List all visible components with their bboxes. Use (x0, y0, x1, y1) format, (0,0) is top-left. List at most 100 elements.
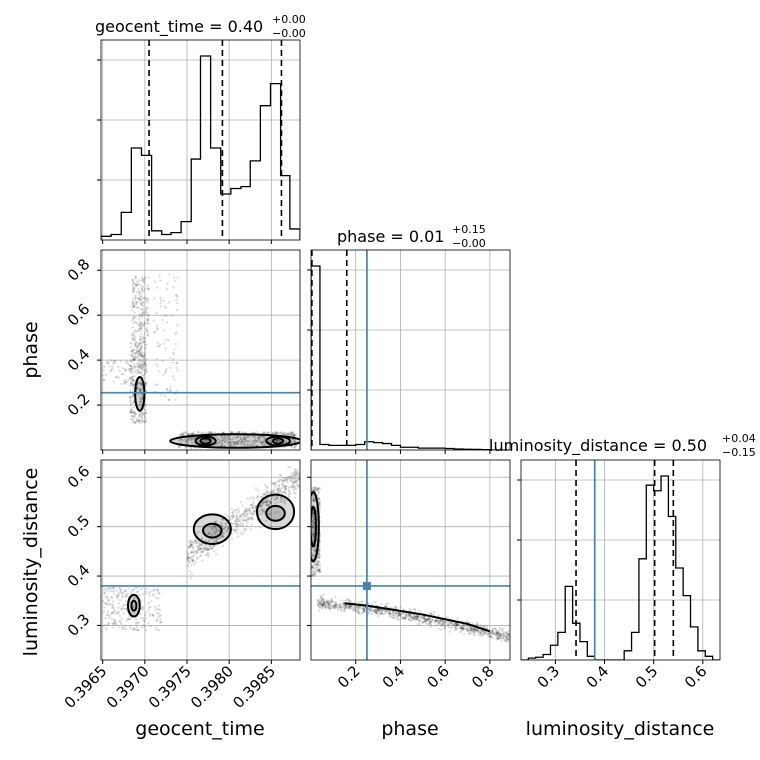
sample-point (251, 442, 254, 445)
sample-point (141, 606, 144, 609)
sample-point (129, 379, 133, 382)
sample-point (185, 431, 188, 434)
sample-point (290, 476, 293, 479)
sample-point (244, 529, 248, 532)
contour (134, 375, 146, 412)
sample-point (377, 608, 381, 611)
sample-point (188, 439, 191, 442)
sample-point (235, 531, 238, 534)
sample-point (385, 605, 388, 608)
sample-point (185, 439, 188, 442)
sample-point (279, 496, 283, 500)
sample-point (293, 491, 296, 495)
sample-point (131, 288, 135, 291)
sample-point (480, 633, 483, 637)
sample-point (215, 435, 218, 439)
sample-point (191, 443, 195, 446)
sample-point (448, 630, 452, 633)
contour (272, 437, 285, 445)
sample-point (239, 524, 242, 527)
sample-point (423, 617, 427, 621)
sample-point (241, 439, 244, 443)
sample-point (256, 436, 260, 439)
sample-point (401, 615, 404, 619)
sample-point (263, 440, 266, 444)
sample-point (155, 619, 159, 622)
sample-point (243, 518, 246, 522)
sample-point (211, 547, 215, 550)
sample-point (501, 636, 504, 639)
sample-point (291, 433, 295, 436)
sample-point (167, 300, 171, 304)
sample-point (103, 591, 106, 594)
sample-point (111, 368, 114, 371)
sample-point (330, 597, 333, 600)
sample-point (246, 439, 250, 443)
sample-point (312, 526, 315, 529)
sample-point (455, 624, 458, 628)
sample-point (105, 589, 109, 593)
sample-point (264, 492, 268, 495)
sample-point (228, 441, 231, 444)
sample-point (312, 567, 316, 571)
sample-point (246, 443, 250, 447)
sample-point (131, 300, 134, 303)
sample-point (318, 554, 321, 557)
sample-point (279, 500, 283, 504)
sample-point (169, 366, 172, 370)
sample-point (227, 527, 230, 530)
sample-point (466, 629, 470, 632)
sample-point (287, 489, 291, 492)
sample-point (144, 417, 147, 420)
sample-point (284, 485, 288, 488)
sample-point (402, 617, 406, 621)
sample-point (374, 610, 377, 613)
sample-point (280, 482, 284, 485)
sample-point (130, 368, 133, 371)
sample-point (233, 528, 236, 531)
sample-point (135, 388, 139, 391)
sample-point (155, 619, 158, 622)
sample-point (317, 569, 320, 572)
sample-point (312, 548, 315, 552)
sample-point (312, 529, 316, 532)
sample-point (362, 610, 366, 613)
sample-point (128, 370, 132, 373)
sample-point (392, 613, 396, 617)
sample-point (321, 604, 324, 607)
sample-point (132, 286, 135, 289)
sample-point (394, 612, 398, 615)
sample-point (147, 288, 151, 291)
sample-point (371, 609, 375, 612)
sample-point (437, 621, 441, 624)
sample-point (488, 632, 491, 636)
sample-point (168, 388, 172, 391)
sample-point (217, 440, 220, 444)
sample-point (215, 520, 218, 523)
sample-point (292, 434, 295, 438)
sample-point (236, 435, 240, 438)
sample-point (142, 420, 146, 423)
sample-point (207, 552, 210, 555)
sample-point (236, 436, 239, 440)
sample-point (495, 629, 498, 632)
sample-point (144, 365, 148, 368)
sample-point (436, 619, 439, 623)
sample-point (326, 601, 330, 604)
sample-point (236, 441, 240, 444)
sample-point (294, 480, 297, 483)
sample-point (237, 442, 240, 445)
sample-point (379, 611, 383, 614)
sample-point (317, 487, 320, 490)
sample-point (235, 436, 238, 439)
sample-point (135, 345, 138, 348)
sample-point (154, 626, 158, 629)
sample-point (130, 342, 133, 345)
sample-point (221, 533, 225, 536)
sample-point (311, 487, 314, 491)
sample-point (465, 629, 469, 632)
sample-point (419, 610, 422, 613)
sample-point (140, 587, 143, 591)
sample-point (139, 294, 142, 298)
sample-point (318, 606, 321, 609)
